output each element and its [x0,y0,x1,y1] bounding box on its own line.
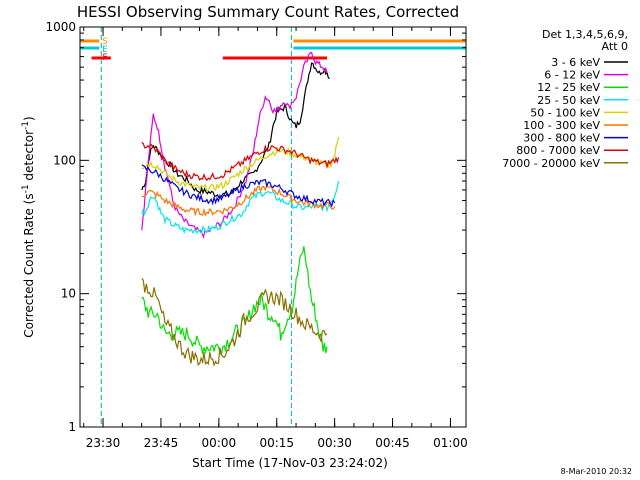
x-tick-label: 00:15 [259,436,294,450]
y-tick-label: 100 [53,153,76,167]
x-tick-label: 00:45 [375,436,410,450]
legend-label: 7000 - 20000 keV [502,157,600,170]
legend-label: 6 - 12 keV [544,69,600,82]
legend-label: 25 - 50 keV [537,94,600,107]
legend-label: 100 - 300 keV [523,119,600,132]
x-axis-title: Start Time (17-Nov-03 23:24:02) [192,456,388,470]
flag-label-s: S [102,37,107,47]
x-tick-label: 00:00 [202,436,237,450]
chart-title: HESSI Observing Summary Count Rates, Cor… [77,3,459,21]
series-line-3 [141,246,328,356]
y-tick-label: 1 [68,420,76,434]
legend-label: 800 - 7000 keV [516,144,600,157]
legend-label: 3 - 6 keV [551,56,600,69]
flag-label-f: F [102,53,107,63]
legend-label: 300 - 800 keV [523,132,600,145]
timestamp: 8-Mar-2010 20:32 [561,467,632,476]
series-line-5 [141,136,340,193]
series-line-6 [141,183,336,217]
y-axis: 1 10 100 1000 [45,20,466,434]
x-tick-label: 23:30 [86,436,121,450]
plot-frame [79,26,467,428]
legend-header: Det 1,3,4,5,6,9, [542,28,628,41]
y-tick-label: 10 [61,287,76,301]
series-line-8 [141,141,340,182]
x-axis: 23:30 23:45 00:00 00:15 00:30 00:45 01:00 [83,27,468,450]
series-line-4 [141,180,340,235]
series-line-1 [141,62,330,199]
y-tick-label: 1000 [45,20,76,34]
x-tick-label: 01:00 [433,436,468,450]
x-tick-label: 00:30 [317,436,352,450]
legend-label: 12 - 25 keV [537,81,600,94]
legend-label: 50 - 100 keV [530,106,600,119]
series-line-2 [141,51,328,239]
flag-label-e: E [102,45,107,55]
legend-header: Att 0 [602,40,628,53]
series-line-9 [141,278,328,367]
plot-series [141,51,340,367]
y-axis-title: Corrected Count Rate (s-1 detector-1) [21,116,36,337]
observing-flags: SEF [80,27,466,427]
series-line-7 [141,164,336,208]
x-tick-label: 23:45 [144,436,179,450]
